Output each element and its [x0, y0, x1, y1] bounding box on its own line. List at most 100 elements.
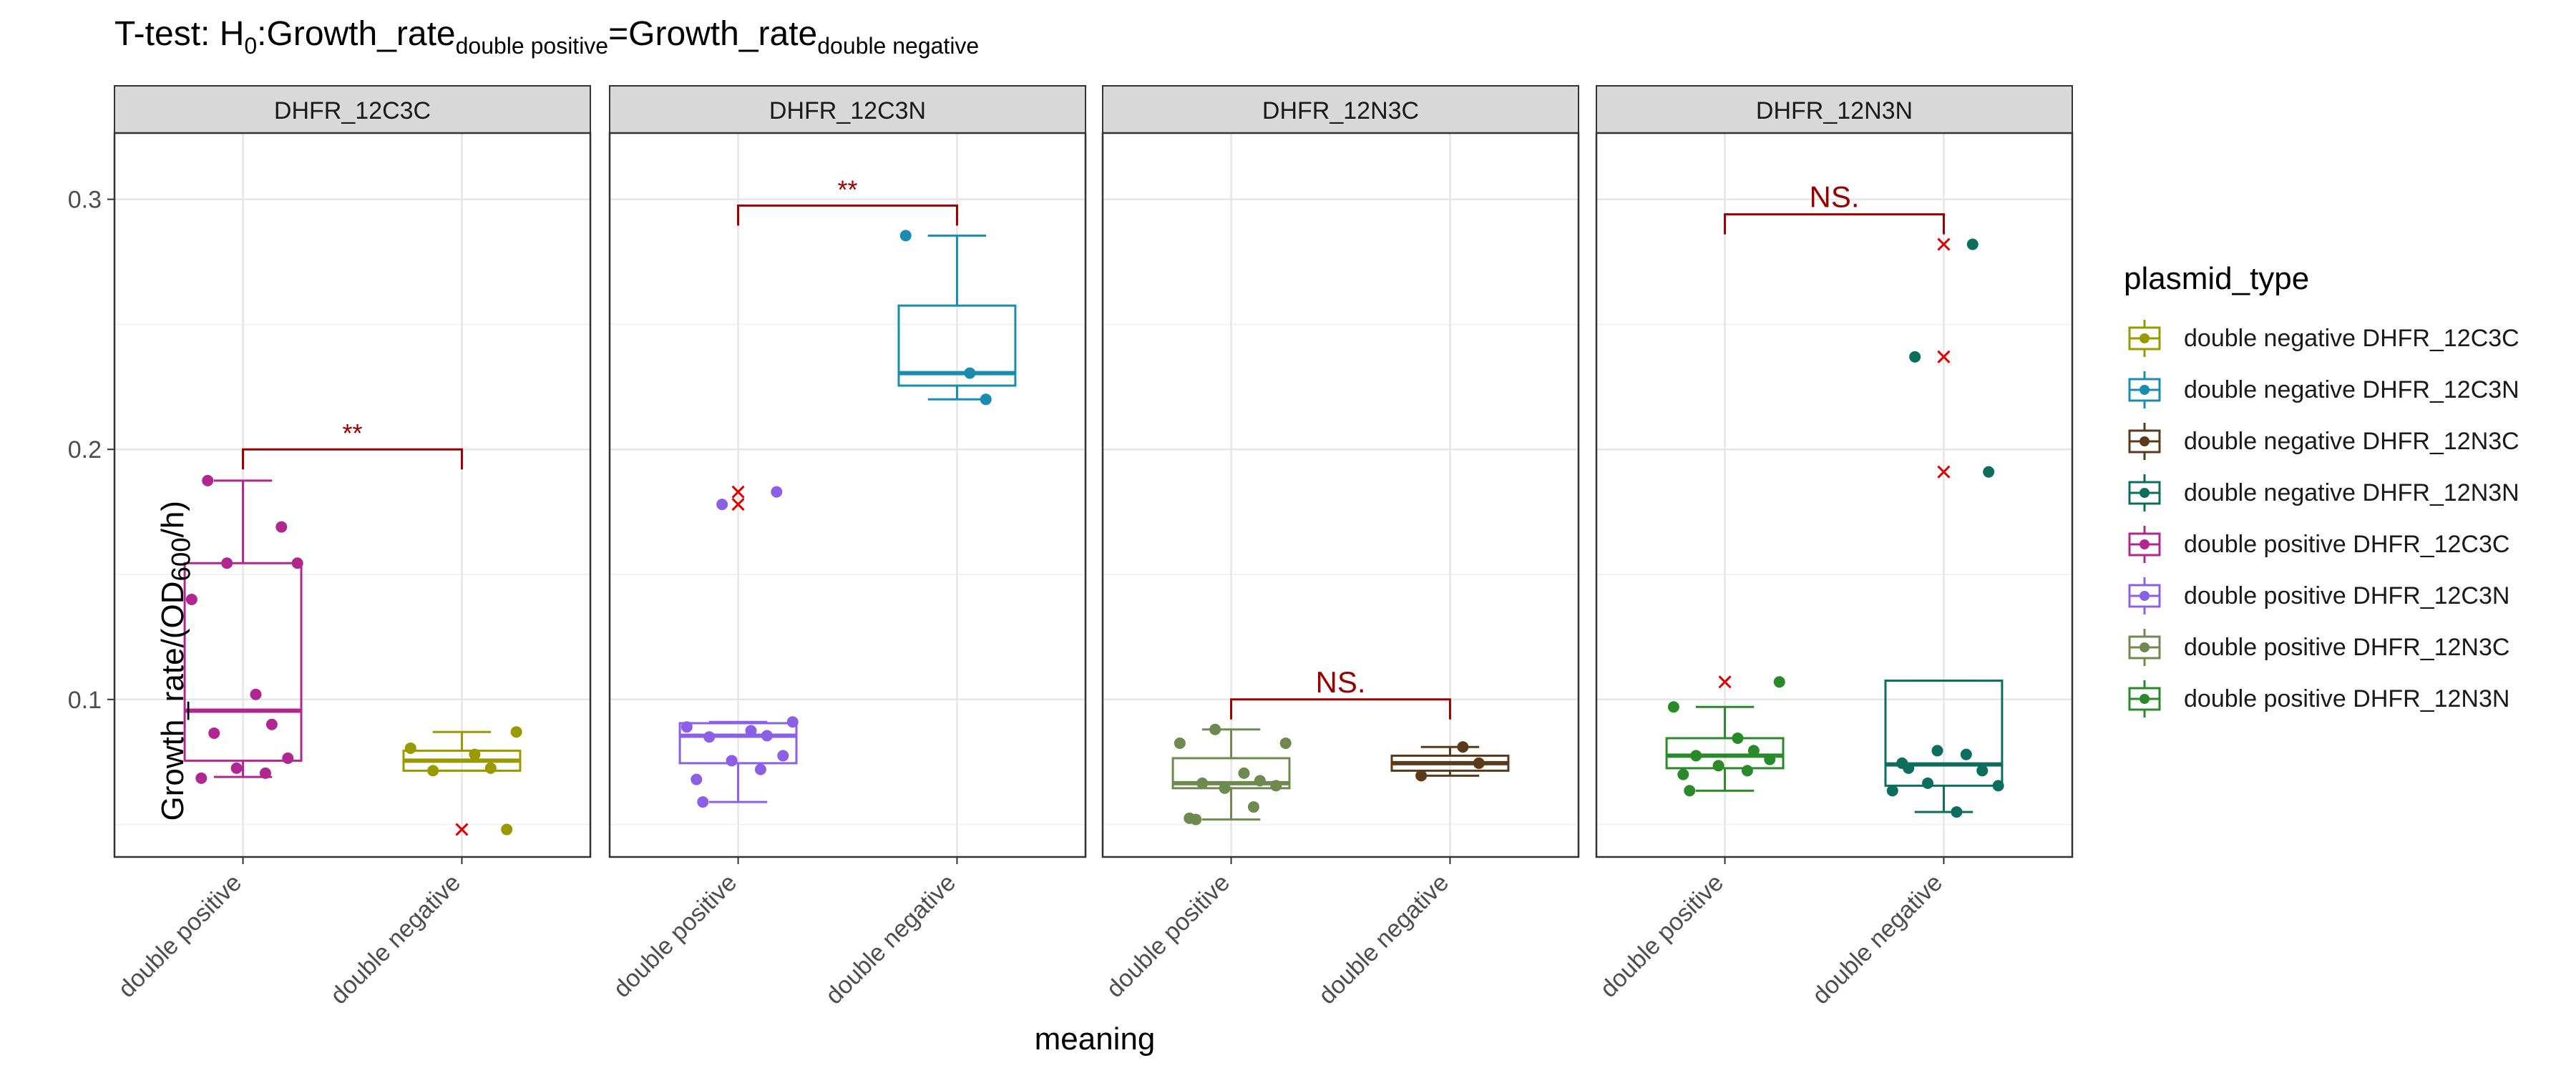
facet-panel: DHFR_12C3N ** double positive double negati… — [608, 85, 1087, 1010]
title-prefix: T-test: H — [114, 15, 245, 53]
outlier-marker — [1937, 237, 1951, 251]
y-tick-label: 0.3 — [68, 187, 102, 214]
data-point — [1473, 757, 1485, 769]
title-lhs-sub: double positive — [455, 33, 609, 59]
box-iqr — [183, 562, 303, 762]
data-point — [510, 726, 522, 738]
data-point — [221, 557, 233, 569]
legend-label: double negative DHFR_12N3C — [2184, 427, 2519, 455]
outlier-stroke — [1718, 675, 1732, 689]
data-point — [1764, 753, 1776, 765]
data-point — [1976, 765, 1989, 777]
box-iqr — [678, 722, 798, 765]
panel-background — [114, 133, 590, 857]
legend-label: double negative DHFR_12C3N — [2184, 376, 2519, 403]
data-point — [964, 367, 976, 379]
data-point — [427, 765, 439, 777]
facet-panel: DHFR_12C3C ** double positive double negati… — [113, 85, 592, 1010]
boxplot — [1171, 723, 1292, 825]
data-point — [1279, 737, 1292, 749]
facet-strip-label: DHFR_12N3N — [1756, 97, 1913, 124]
x-tick-label: double negative — [325, 869, 466, 1010]
legend-label: double negative DHFR_12C3C — [2184, 324, 2519, 352]
legend-item: double negative DHFR_12N3N — [2124, 467, 2519, 519]
x-tick-label: double negative — [1313, 869, 1454, 1010]
title-rhs-sub: double negative — [817, 33, 980, 59]
bracket-line — [1724, 213, 1945, 235]
significance-label: ** — [342, 418, 362, 448]
data-point — [1732, 732, 1744, 744]
significance-label: NS. — [1315, 665, 1365, 699]
data-point — [230, 762, 243, 774]
boxplot — [897, 230, 1017, 406]
data-point — [501, 823, 513, 836]
outlier-marker — [731, 485, 745, 499]
outlier-marker — [731, 498, 745, 511]
data-point — [1922, 777, 1934, 789]
data-point — [195, 772, 208, 784]
panel-border — [1101, 132, 1580, 858]
panel-background — [610, 133, 1085, 857]
data-point — [404, 742, 416, 754]
boxplot — [402, 726, 522, 836]
x-tick-label: double positive — [608, 869, 742, 1003]
data-point — [1747, 745, 1760, 757]
panel-border — [1595, 132, 2074, 858]
significance-bracket: ** — [737, 175, 958, 226]
data-point — [484, 762, 497, 774]
x-tick-label: double negative — [820, 869, 961, 1010]
data-point — [716, 499, 728, 511]
legend-key — [2128, 423, 2161, 460]
boxplot — [1665, 675, 1785, 797]
x-tick-label: double negative — [1807, 869, 1948, 1010]
legend-key — [2128, 577, 2161, 614]
legend-key — [2128, 320, 2161, 357]
data-point — [691, 773, 703, 785]
data-point — [1903, 762, 1915, 774]
data-point — [250, 688, 262, 700]
x-tick-label: double positive — [1101, 869, 1235, 1003]
data-point — [1219, 782, 1231, 794]
legend-key — [2128, 629, 2161, 666]
bracket-line — [737, 204, 958, 226]
bracket-line — [1230, 698, 1451, 720]
data-point — [185, 593, 197, 605]
outlier-stroke — [1937, 465, 1951, 479]
box-iqr — [1884, 680, 2004, 787]
significance-bracket: NS. — [1230, 665, 1451, 720]
legend-label: double positive DHFR_12C3N — [2184, 582, 2510, 609]
legend-label: double positive DHFR_12N3N — [2184, 685, 2510, 712]
outlier-marker — [1937, 350, 1951, 363]
significance-label: NS. — [1809, 180, 1859, 214]
boxplot — [1390, 741, 1510, 782]
significance-label: ** — [837, 175, 857, 204]
data-point — [208, 727, 220, 739]
data-point — [469, 748, 481, 760]
data-point — [1196, 777, 1209, 789]
title-lhs: :Growth_rate — [257, 15, 456, 53]
legend-key — [2128, 680, 2161, 717]
y-label-sub: 600 — [166, 537, 196, 582]
data-point — [1667, 701, 1679, 713]
data-point — [265, 718, 278, 730]
data-point — [1931, 745, 1943, 757]
x-tick-label: double positive — [113, 869, 247, 1003]
data-point — [697, 796, 709, 808]
data-point — [786, 716, 799, 728]
chart-title: T-test: H0:Growth_ratedouble positive=Gr… — [114, 14, 979, 57]
data-point — [777, 750, 789, 762]
data-point — [703, 731, 716, 743]
data-point — [1992, 780, 2004, 792]
data-point — [771, 486, 783, 498]
box-iqr — [1171, 757, 1291, 790]
legend-key — [2128, 371, 2161, 408]
data-point — [1238, 767, 1250, 779]
data-point — [1684, 785, 1696, 797]
y-tick-label: 0.2 — [68, 436, 102, 464]
data-point — [754, 763, 766, 775]
data-point — [1960, 748, 1972, 760]
legend: plasmid_type double negative DHFR_12C3C d… — [2124, 261, 2519, 725]
significance-bracket: ** — [242, 418, 463, 470]
boxplot — [183, 474, 303, 784]
